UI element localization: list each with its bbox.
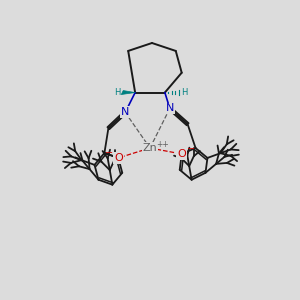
- Text: H: H: [182, 88, 188, 97]
- Text: ++: ++: [157, 140, 169, 148]
- Text: N: N: [121, 107, 129, 117]
- Text: O: O: [177, 149, 186, 159]
- Text: N: N: [166, 103, 174, 113]
- Text: −: −: [187, 144, 195, 154]
- Text: Zn: Zn: [142, 143, 158, 153]
- Text: −: −: [105, 148, 113, 158]
- Text: H: H: [114, 88, 121, 97]
- Text: O: O: [114, 153, 123, 163]
- Polygon shape: [121, 91, 135, 94]
